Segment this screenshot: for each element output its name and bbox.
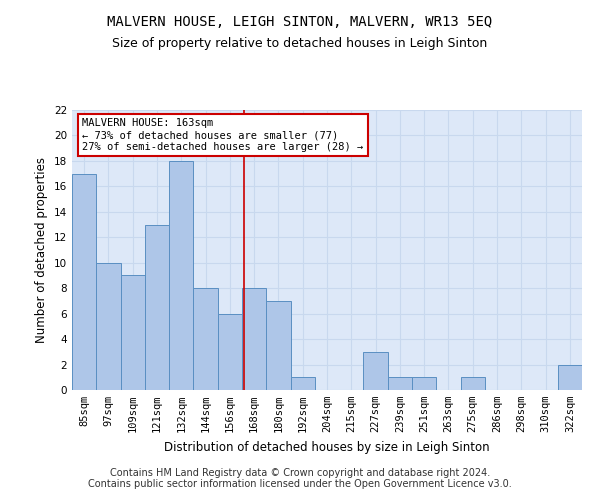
Bar bbox=[412, 378, 436, 390]
Bar bbox=[242, 288, 266, 390]
Bar bbox=[290, 378, 315, 390]
Text: Contains public sector information licensed under the Open Government Licence v3: Contains public sector information licen… bbox=[88, 479, 512, 489]
Bar bbox=[121, 276, 145, 390]
X-axis label: Distribution of detached houses by size in Leigh Sinton: Distribution of detached houses by size … bbox=[164, 440, 490, 454]
Text: Contains HM Land Registry data © Crown copyright and database right 2024.: Contains HM Land Registry data © Crown c… bbox=[110, 468, 490, 477]
Bar bbox=[218, 314, 242, 390]
Y-axis label: Number of detached properties: Number of detached properties bbox=[35, 157, 49, 343]
Bar bbox=[388, 378, 412, 390]
Bar bbox=[72, 174, 96, 390]
Bar bbox=[266, 301, 290, 390]
Text: Size of property relative to detached houses in Leigh Sinton: Size of property relative to detached ho… bbox=[112, 38, 488, 51]
Bar bbox=[169, 161, 193, 390]
Bar bbox=[461, 378, 485, 390]
Bar bbox=[364, 352, 388, 390]
Bar bbox=[96, 262, 121, 390]
Bar bbox=[558, 364, 582, 390]
Text: MALVERN HOUSE, LEIGH SINTON, MALVERN, WR13 5EQ: MALVERN HOUSE, LEIGH SINTON, MALVERN, WR… bbox=[107, 15, 493, 29]
Bar bbox=[193, 288, 218, 390]
Text: MALVERN HOUSE: 163sqm
← 73% of detached houses are smaller (77)
27% of semi-deta: MALVERN HOUSE: 163sqm ← 73% of detached … bbox=[82, 118, 364, 152]
Bar bbox=[145, 224, 169, 390]
